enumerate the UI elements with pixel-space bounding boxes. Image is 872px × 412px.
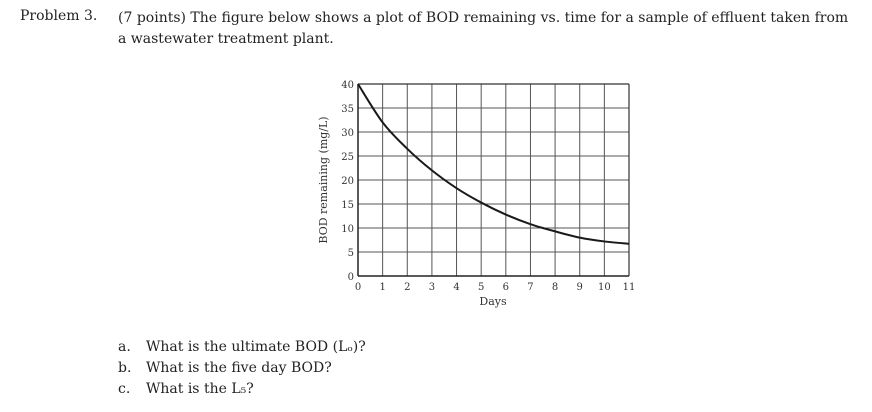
svg-text:2: 2 xyxy=(404,282,410,293)
svg-text:9: 9 xyxy=(577,282,583,293)
question-a: a. What is the ultimate BOD (Lₒ)? xyxy=(118,337,366,358)
svg-text:0: 0 xyxy=(355,282,361,293)
chart-tick-labels: 0 1 2 3 4 5 6 7 8 9 10 11 0 5 10 15 20 25 30 35 40 xyxy=(341,80,635,293)
svg-text:6: 6 xyxy=(503,282,509,293)
question-letter: b. xyxy=(118,360,132,376)
svg-text:5: 5 xyxy=(478,282,484,293)
question-letter: a. xyxy=(118,339,131,355)
bod-curve xyxy=(357,83,630,245)
svg-text:4: 4 xyxy=(453,282,459,293)
y-axis-label: BOD remaining (mg/L) xyxy=(317,116,330,243)
chart-grid xyxy=(357,83,630,277)
question-letter: c. xyxy=(118,381,131,397)
svg-text:5: 5 xyxy=(348,248,354,259)
svg-text:11: 11 xyxy=(623,282,636,293)
question-b: b. What is the five day BOD? xyxy=(118,358,366,379)
svg-text:15: 15 xyxy=(341,200,354,211)
svg-text:40: 40 xyxy=(341,80,354,91)
question-c: c. What is the L₅? xyxy=(118,379,366,400)
svg-text:0: 0 xyxy=(348,272,354,283)
svg-text:20: 20 xyxy=(341,176,354,187)
x-axis-label: Days xyxy=(479,295,507,308)
question-text: What is the five day BOD? xyxy=(146,360,332,376)
question-list: a. What is the ultimate BOD (Lₒ)? b. Wha… xyxy=(118,337,366,400)
question-text: What is the L₅? xyxy=(146,381,254,397)
problem-label: Problem 3. xyxy=(20,8,98,24)
svg-text:25: 25 xyxy=(341,152,354,163)
svg-text:1: 1 xyxy=(379,282,385,293)
svg-text:10: 10 xyxy=(598,282,611,293)
problem-statement: (7 points) The figure below shows a plot… xyxy=(118,10,849,47)
svg-text:10: 10 xyxy=(341,224,354,235)
svg-text:8: 8 xyxy=(552,282,558,293)
svg-text:30: 30 xyxy=(341,128,354,139)
svg-text:7: 7 xyxy=(527,282,533,293)
svg-text:35: 35 xyxy=(341,104,354,115)
question-text: What is the ultimate BOD (Lₒ)? xyxy=(146,339,366,355)
svg-text:3: 3 xyxy=(429,282,435,293)
